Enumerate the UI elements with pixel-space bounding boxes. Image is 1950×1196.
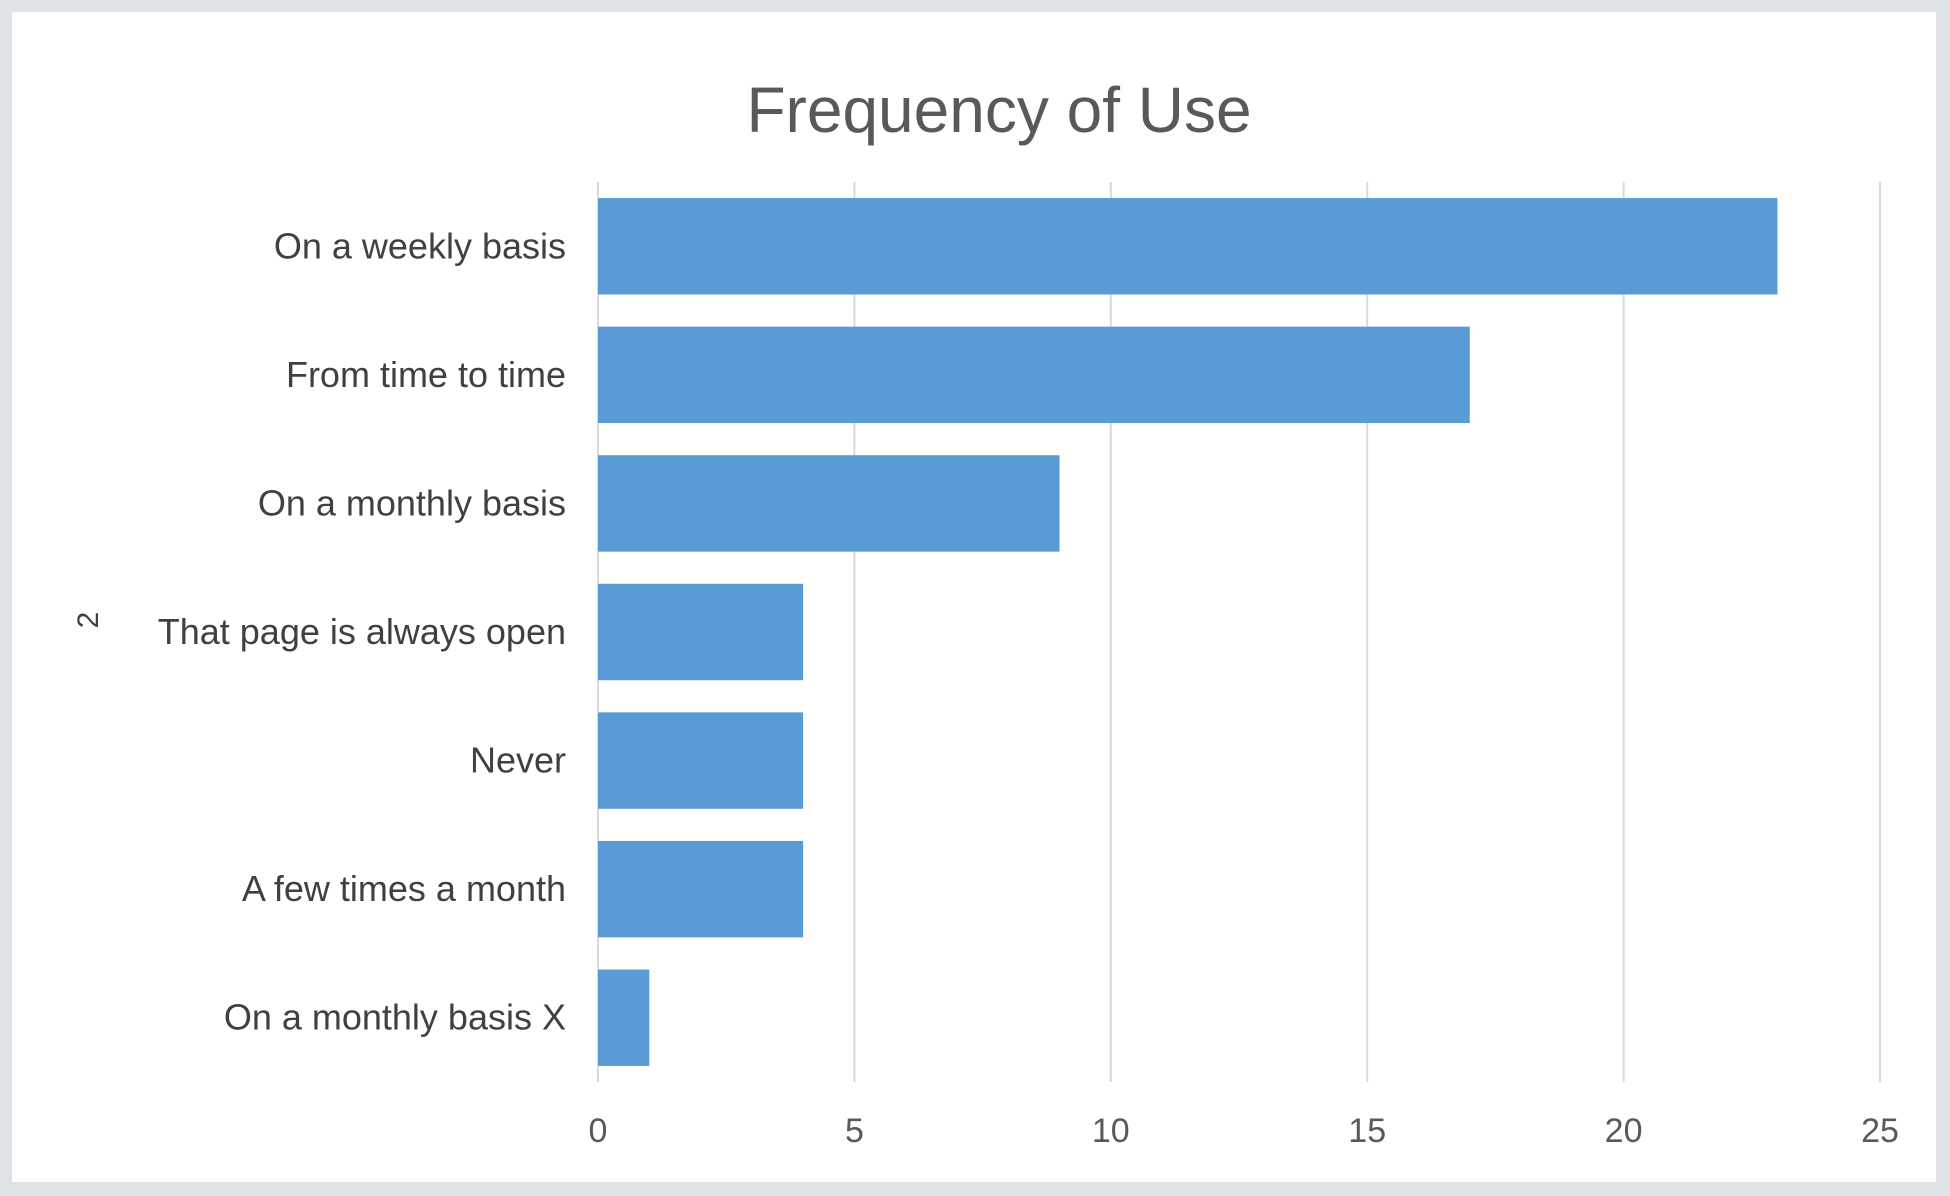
category-label: From time to time <box>286 354 566 395</box>
bar <box>598 969 650 1066</box>
bar <box>598 712 804 809</box>
category-label: On a monthly basis X <box>224 997 566 1038</box>
x-tick-labels: 0 5 10 15 20 25 <box>589 1112 1899 1150</box>
chart-title: Frequency of Use <box>746 74 1251 146</box>
x-tick-label: 0 <box>589 1112 608 1150</box>
bar <box>598 840 804 938</box>
bar <box>598 326 1470 424</box>
bar <box>598 583 804 681</box>
category-label: That page is always open <box>158 611 566 652</box>
bar-chart: Frequency of Use On a weekly basis From t… <box>72 74 1899 1150</box>
category-label: On a monthly basis <box>258 482 566 523</box>
y-axis-title: 2 <box>72 612 105 629</box>
x-tick-label: 20 <box>1605 1112 1643 1150</box>
x-tick-label: 5 <box>845 1112 864 1150</box>
category-labels: On a weekly basis From time to time On a m… <box>158 225 566 1037</box>
category-label: A few times a month <box>242 868 566 909</box>
x-tick-label: 25 <box>1861 1112 1899 1150</box>
bars <box>598 198 1778 1066</box>
x-tick-label: 10 <box>1092 1112 1130 1150</box>
category-label: Never <box>470 740 566 781</box>
x-tick-label: 15 <box>1348 1112 1386 1150</box>
category-label: On a weekly basis <box>274 225 566 266</box>
bar <box>598 455 1060 552</box>
chart-area: Frequency of Use On a weekly basis From t… <box>12 12 1936 1182</box>
bar <box>598 198 1778 295</box>
